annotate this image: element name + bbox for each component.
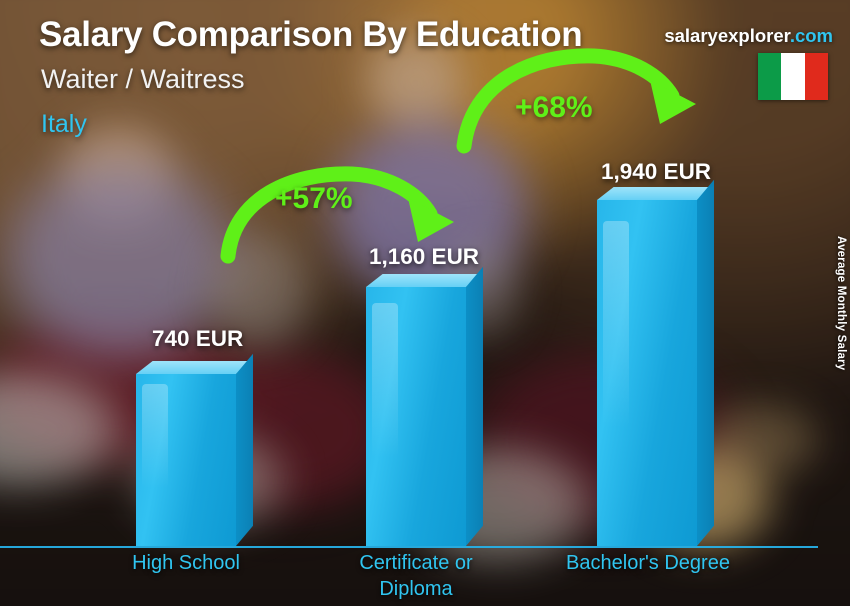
italy-flag-icon: [758, 53, 828, 100]
brand-part-domain: .com: [789, 25, 833, 46]
category-label-certificate-or-diploma: Certificate or Diploma: [359, 552, 473, 600]
bar-certificate-or-diploma: [366, 266, 483, 546]
brand-logo[interactable]: salaryexplorer.com: [664, 25, 833, 47]
bar-high-school: [136, 353, 253, 546]
category-label-high-school: High School: [132, 552, 240, 574]
page-title: Salary Comparison By Education: [39, 15, 583, 54]
growth-arrow-1: [220, 166, 454, 264]
value-label-high-school: 740 EUR: [152, 326, 244, 351]
job-title: Waiter / Waitress: [41, 64, 245, 94]
bar-bachelors-degree: [597, 179, 714, 547]
growth-label-1: +57%: [275, 182, 353, 215]
value-label-bachelors-degree: 1,940 EUR: [601, 159, 712, 184]
brand-part-explorer: explorer: [717, 25, 790, 46]
growth-label-2: +68%: [515, 91, 593, 124]
country-label: Italy: [41, 110, 87, 138]
category-label-bachelors-degree: Bachelor's Degree: [566, 552, 730, 574]
growth-arrow-2: [456, 48, 696, 154]
y-axis-label: Average Monthly Salary: [835, 236, 847, 371]
brand-part-salary: salary: [664, 25, 718, 46]
value-label-certificate-or-diploma: 1,160 EUR: [369, 244, 480, 269]
axis-baseline: [0, 546, 818, 548]
